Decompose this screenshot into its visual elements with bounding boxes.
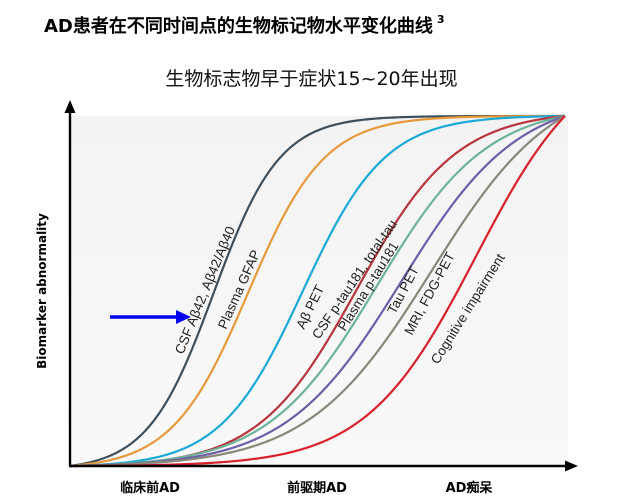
x-axis-arrowhead	[565, 460, 578, 472]
x-category-preclinical: 临床前AD	[120, 480, 180, 496]
curve-2	[69, 114, 566, 468]
x-category-prodromal: 前驱期AD	[287, 480, 347, 496]
curve-7	[69, 115, 566, 468]
y-axis-arrowhead	[64, 100, 76, 113]
highlight-arrow-icon	[110, 310, 191, 324]
x-category-dementia: AD痴呆	[446, 480, 494, 496]
plot-background	[70, 116, 568, 466]
y-axis-label: Biomarker abnormality	[35, 213, 49, 369]
page-title: AD患者在不同时间点的生物标记物水平变化曲线 3	[44, 12, 445, 38]
curve-3	[69, 114, 566, 468]
page-subtitle: 生物标志物早于症状15~20年出现	[165, 68, 458, 90]
title-text: AD患者在不同时间点的生物标记物水平变化曲线	[44, 16, 433, 37]
footnote-marker: 3	[436, 13, 445, 26]
